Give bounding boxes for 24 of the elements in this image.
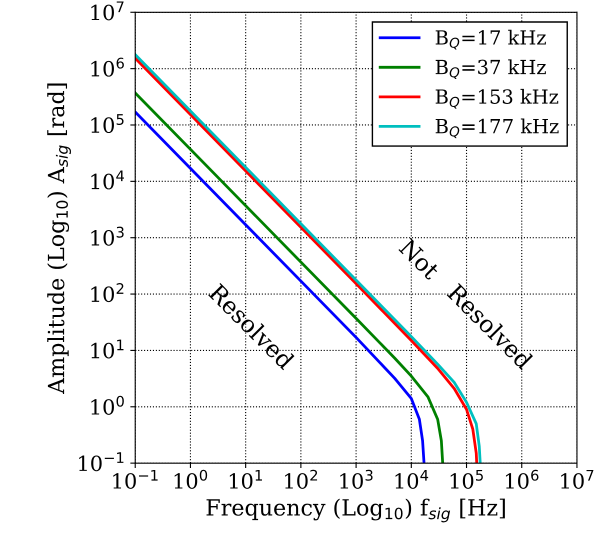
y-tick-label: 10$^{1}$: [91, 340, 124, 358]
legend-label: B$_{Q}$=177 kHz: [436, 118, 559, 138]
x-tick-label: 10$^{5}$: [450, 470, 483, 489]
y-tick-label: 10$^{7}$: [91, 1, 124, 20]
x-tick-label: 10$^{0}$: [174, 470, 208, 489]
y-tick-label: 10$^{0}$: [91, 396, 124, 415]
x-tick-label: 10$^{3}$: [340, 470, 373, 489]
x-tick-label: 10$^{2}$: [285, 470, 318, 489]
x-axis-title: Frequency (Log$_{10}$) f$_{sig}$ [Hz]: [206, 498, 505, 522]
x-tick-label: 10$^{6}$: [506, 470, 538, 489]
y-tick-label: 10$^{2}$: [91, 283, 124, 302]
y-tick-label: 10$^{3}$: [91, 226, 124, 246]
y-tick-label: 10$^{−1}$: [79, 452, 124, 472]
y-tick-label: 10$^{4}$: [91, 170, 124, 190]
legend-label: B$_{Q}$=37 kHz: [436, 59, 546, 80]
legend-label: B$_{Q}$=17 kHz: [436, 30, 546, 50]
x-tick-label: 10$^{1}$: [230, 470, 262, 489]
x-tick-label: 10$^{−1}$: [113, 470, 158, 489]
y-tick-label: 10$^{5}$: [91, 114, 124, 134]
x-tick-label: 10$^{4}$: [396, 470, 428, 489]
x-tick-label: 10$^{7}$: [561, 470, 594, 489]
legend-label: B$_{Q}$=153 kHz: [436, 88, 558, 109]
y-tick-label: 10$^{6}$: [91, 58, 124, 77]
y-axis-title: Amplitude (Log$_{10}$) A$_{sig}$ [rad]: [47, 84, 71, 394]
